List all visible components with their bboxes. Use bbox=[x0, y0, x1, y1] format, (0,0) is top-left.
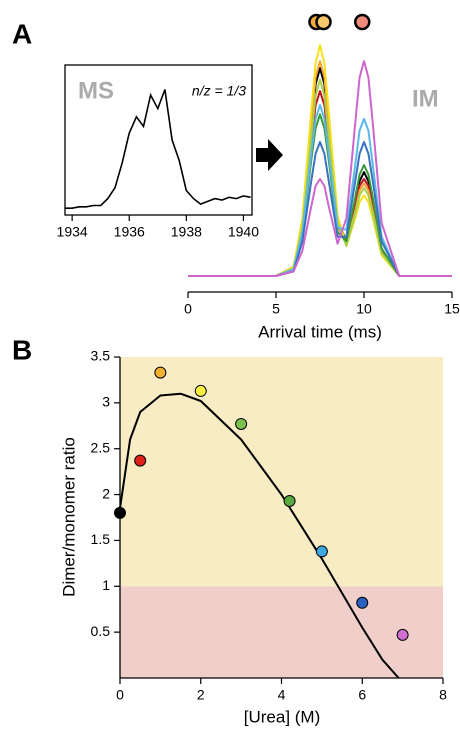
x-tick-label: 0 bbox=[184, 301, 192, 317]
x-tick-label: 2 bbox=[197, 687, 205, 703]
ms-title: MS bbox=[78, 77, 114, 104]
x-tick-label: 1934 bbox=[57, 224, 88, 240]
arrival-curve bbox=[188, 104, 452, 277]
y-tick-label: 3.5 bbox=[91, 348, 111, 364]
data-point bbox=[283, 494, 296, 507]
im-title: IM bbox=[412, 85, 439, 112]
x-tick-label: 8 bbox=[439, 687, 447, 703]
x-tick-label: 1938 bbox=[171, 224, 202, 240]
x-axis-label: Arrival time (ms) bbox=[258, 322, 382, 341]
arrival-curve bbox=[188, 113, 452, 277]
x-tick-label: 1940 bbox=[228, 224, 259, 240]
arrival-curve bbox=[188, 90, 452, 277]
y-tick-label: 2 bbox=[102, 485, 110, 501]
x-tick-label: 1936 bbox=[114, 224, 145, 240]
y-tick-label: 1.5 bbox=[91, 531, 111, 547]
panel-label: B bbox=[12, 334, 32, 365]
data-point bbox=[114, 506, 126, 519]
y-tick-label: 3 bbox=[102, 394, 110, 410]
x-tick-label: 6 bbox=[358, 687, 366, 703]
peak-marker bbox=[315, 13, 332, 31]
data-point bbox=[356, 596, 369, 609]
data-point bbox=[235, 417, 248, 430]
y-axis-label: Dimer/monomer ratio bbox=[59, 437, 78, 597]
arrival-curve bbox=[188, 141, 452, 277]
y-tick-label: 2.5 bbox=[91, 439, 111, 455]
plot-frame bbox=[64, 64, 253, 216]
arrival-curve bbox=[188, 60, 452, 277]
y-tick-label: 1 bbox=[102, 577, 110, 593]
data-point bbox=[194, 384, 207, 397]
y-tick-label: 0.5 bbox=[91, 623, 111, 639]
ms-annotation: n/z = 1/3 bbox=[192, 83, 246, 99]
peak-marker bbox=[353, 13, 371, 31]
panel-label: A bbox=[12, 18, 32, 49]
x-tick-label: 5 bbox=[272, 301, 280, 317]
data-point bbox=[396, 628, 409, 641]
spectrum-line bbox=[65, 89, 251, 209]
x-tick-label: 10 bbox=[356, 301, 372, 317]
band-below bbox=[120, 586, 443, 678]
arrow bbox=[256, 139, 283, 171]
data-point bbox=[315, 545, 328, 558]
band-above bbox=[120, 357, 443, 587]
x-tick-label: 15 bbox=[444, 301, 460, 317]
x-tick-label: 0 bbox=[116, 687, 124, 703]
data-point bbox=[134, 454, 147, 467]
fit-curve bbox=[119, 392, 400, 679]
x-axis-label: [Urea] (M) bbox=[244, 707, 321, 726]
data-point bbox=[154, 366, 167, 379]
x-tick-label: 4 bbox=[278, 687, 286, 703]
